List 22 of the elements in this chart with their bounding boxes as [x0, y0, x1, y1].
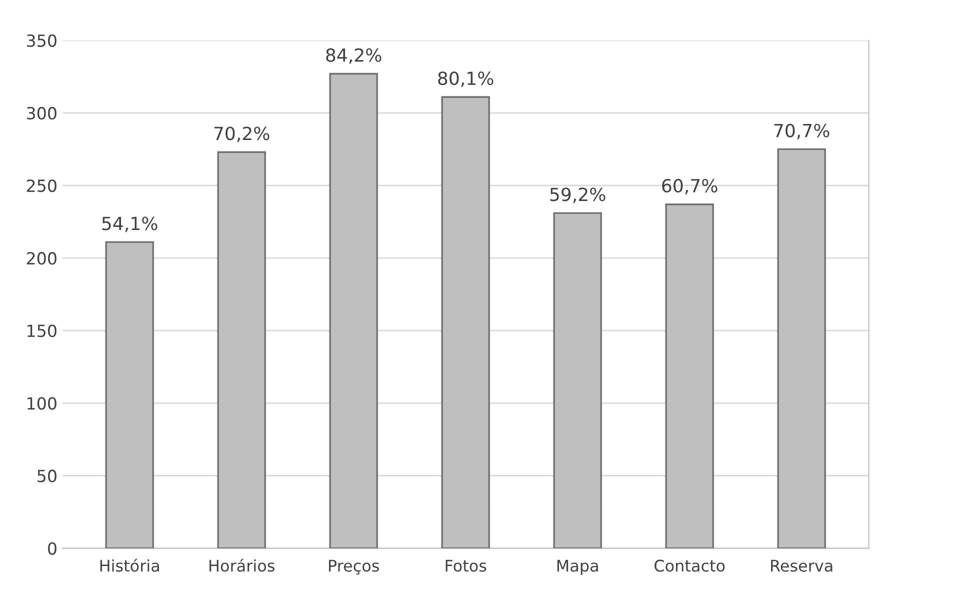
- x-tick-label: Horários: [210, 558, 274, 572]
- x-tick-label: Mapa: [557, 560, 598, 575]
- annotation: 84,2%: [326, 48, 382, 64]
- annotation: 80,1%: [438, 71, 494, 87]
- x-tick-label: Fotos: [446, 560, 486, 572]
- annotation: 54,1%: [102, 216, 158, 232]
- y-tick-label: 50: [38, 470, 56, 482]
- annotation: 70,7%: [774, 124, 830, 140]
- x-tick-label: História: [100, 558, 159, 572]
- y-tick-label: 250: [26, 179, 56, 192]
- annotation: 60,7%: [662, 178, 718, 194]
- annotation: 59,2%: [550, 188, 606, 204]
- y-tick-label: 100: [28, 397, 56, 410]
- y-tick-label: 200: [26, 252, 56, 265]
- y-tick-label: 150: [28, 324, 56, 338]
- x-tick-label: Contacto: [654, 560, 725, 572]
- annotation: 70,2%: [214, 126, 270, 142]
- y-tick-label: 0: [48, 542, 56, 555]
- x-tick-label: Preços: [329, 560, 379, 575]
- x-tick-label: Reserva: [771, 560, 832, 572]
- y-tick-label: 350: [26, 34, 56, 47]
- y-tick-label: 300: [26, 106, 56, 120]
